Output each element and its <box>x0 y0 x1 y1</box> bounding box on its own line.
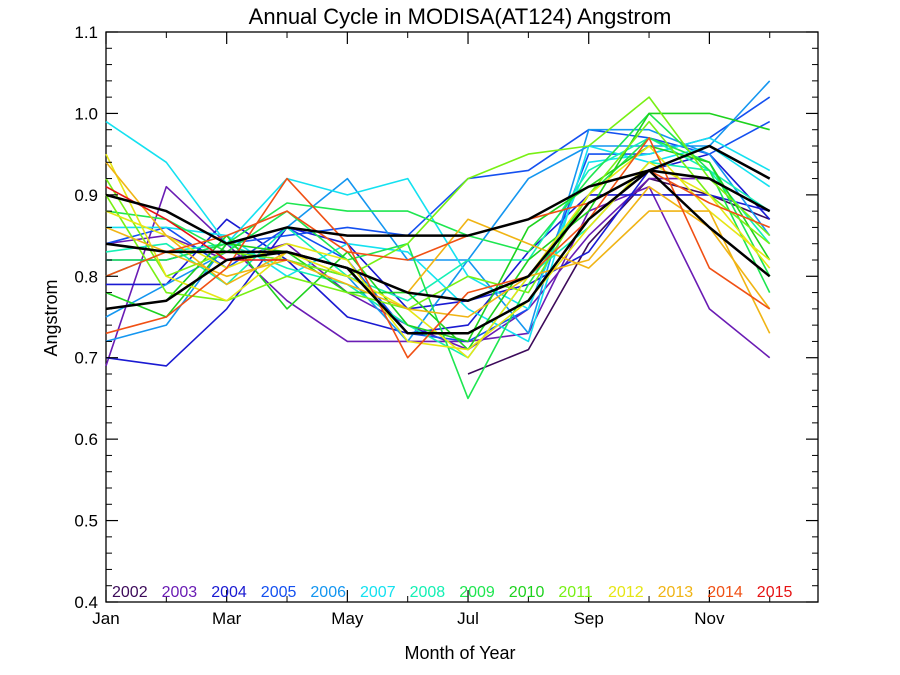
chart-title: Annual Cycle in MODISA(AT124) Angstrom <box>249 4 672 29</box>
legend-entry-2013: 2013 <box>658 584 694 601</box>
y-tick-label: 0.6 <box>74 430 98 449</box>
y-tick-label: 1.0 <box>74 104 98 123</box>
series-line-2008-12 <box>105 161 771 359</box>
legend-entry-2011: 2011 <box>558 584 593 601</box>
series-line-mean-26 <box>105 169 771 245</box>
series-line-2012-20 <box>105 161 771 351</box>
series-line-2008-11 <box>105 137 771 302</box>
legend-entry-2012: 2012 <box>608 584 644 601</box>
y-tick-label: 0.5 <box>74 512 98 531</box>
y-axis-label: Angstrom <box>41 279 61 356</box>
series-line-2013-22 <box>105 185 771 318</box>
axes-layer: Jan Mar May Jul Sep Nov 0.4 0.5 0.6 0.7 0.8 0.9 1.0 1… <box>74 23 818 628</box>
y-tick-label: 1.1 <box>74 23 98 42</box>
legend-entry-2007: 2007 <box>360 584 396 601</box>
legend-entry-2005: 2005 <box>261 584 297 601</box>
x-tick-label: Mar <box>212 609 242 628</box>
y-tick-label: 0.7 <box>74 349 98 368</box>
x-tick-label: Jan <box>92 609 119 628</box>
x-tick-label: May <box>331 609 364 628</box>
legend-entry-2004: 2004 <box>211 584 247 601</box>
legend: 2002 2003 2004 2005 2006 2007 2008 2009 2010 2011… <box>112 584 792 601</box>
y-tick-label: 0.4 <box>74 593 98 612</box>
legend-entry-2003: 2003 <box>162 584 198 601</box>
series-line-mean-28 <box>105 169 771 335</box>
x-axis-label: Month of Year <box>404 643 515 663</box>
series-line-2011-18 <box>105 120 771 310</box>
legend-entry-2006: 2006 <box>310 584 346 601</box>
series-line-2003-1 <box>105 185 771 367</box>
legend-entry-2008: 2008 <box>410 584 446 601</box>
legend-entry-2002: 2002 <box>112 584 148 601</box>
legend-entry-2014: 2014 <box>707 584 743 601</box>
x-tick-label: Jul <box>457 609 479 628</box>
series-layer <box>105 80 771 400</box>
series-line-2010-16 <box>105 145 771 343</box>
series-line-2009-14 <box>106 112 771 293</box>
series-line-2007-9 <box>105 120 771 310</box>
y-tick-label: 0.9 <box>74 186 98 205</box>
series-line-2007-10 <box>106 145 771 343</box>
y-tick-label: 0.8 <box>74 267 98 286</box>
legend-entry-2015: 2015 <box>757 584 793 601</box>
legend-entry-2010: 2010 <box>509 584 545 601</box>
x-tick-label: Nov <box>694 609 725 628</box>
legend-entry-2009: 2009 <box>459 584 495 601</box>
series-line-mean-27 <box>105 144 771 302</box>
x-tick-label: Sep <box>574 609 604 628</box>
series-line-2014-23 <box>105 137 771 359</box>
series-line-2011-17 <box>105 96 771 278</box>
